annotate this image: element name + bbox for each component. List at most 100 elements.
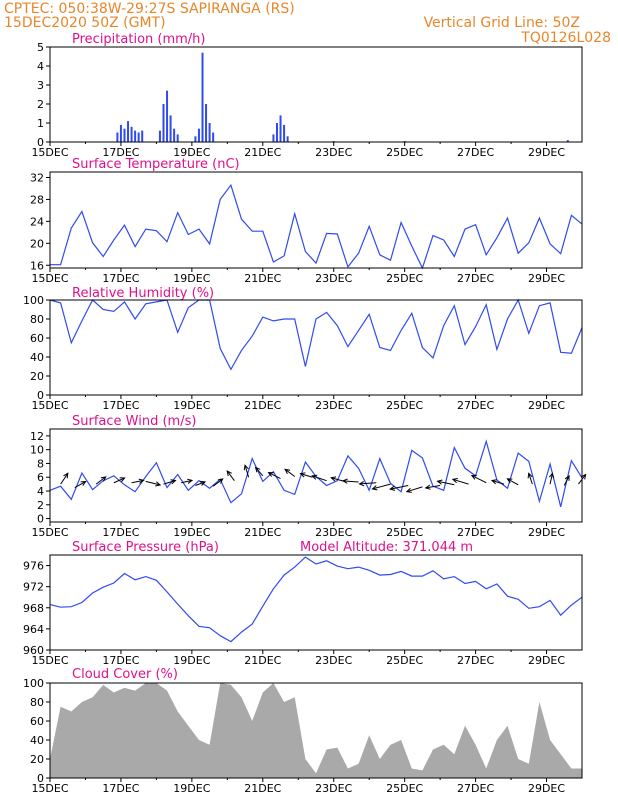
x-tick-label: 25DEC: [386, 782, 423, 795]
wind-arrow-head: [138, 478, 145, 484]
pressure-title: Surface Pressure (hPa): [72, 540, 219, 555]
wind-arrow-head: [199, 480, 207, 486]
y-tick-label: 24: [30, 215, 44, 228]
y-tick-label: 0: [37, 513, 44, 526]
precip-bar: [158, 130, 161, 142]
wind-arrow: [437, 480, 455, 486]
precip-bar: [286, 136, 289, 142]
wind-arrow-head: [284, 468, 291, 475]
y-tick-label: 80: [30, 313, 44, 326]
x-tick-label: 25DEC: [386, 399, 423, 412]
precip-bar: [275, 123, 278, 142]
y-tick-label: 32: [30, 171, 44, 184]
panel-2: 0 20 40 60 80 100 15DEC 17DEC 19DEC 21DEC 23DEC 25D…: [23, 294, 583, 412]
x-tick-label: 29DEC: [528, 272, 565, 285]
precip-bar: [141, 130, 144, 142]
x-tick-label: 15DEC: [31, 526, 68, 539]
y-tick-label: 6: [37, 471, 44, 484]
y-tick-label: 4: [37, 60, 44, 73]
x-tick-label: 17DEC: [102, 526, 139, 539]
wind-arrow: [342, 480, 359, 483]
wind-arrow: [563, 475, 570, 486]
x-tick-label: 23DEC: [315, 399, 352, 412]
y-tick-label: 16: [30, 259, 44, 272]
y-tick-label: 8: [37, 457, 44, 470]
wind-arrow-head: [490, 479, 497, 485]
precip-bar: [137, 132, 140, 142]
panel-0: 0 1 2 3 4 5 15DEC 17DEC 19DEC 21DEC 23DEC 25DEC 27DE…: [31, 41, 583, 159]
y-tick-label: 40: [30, 351, 44, 364]
header-model-code: TQ0126L028: [520, 30, 611, 46]
header-date: 15DEC2020 50Z (GMT): [4, 15, 166, 31]
wind-arrow-head: [405, 487, 412, 493]
y-tick-label: 12: [30, 430, 44, 443]
panel-1: 16 20 24 28 32 15DEC 17DEC 19DEC 21DEC 23DEC 25DEC…: [30, 171, 583, 285]
x-tick-label: 19DEC: [173, 146, 210, 159]
wind-arrow-head: [424, 484, 431, 490]
cloud-cover-title: Cloud Cover (%): [72, 667, 178, 682]
wind-title: Surface Wind (m/s): [72, 414, 196, 429]
wind-arrow-head: [371, 485, 378, 491]
cloud-area: [50, 683, 582, 778]
x-tick-label: 21DEC: [244, 272, 281, 285]
wind-arrow-head: [267, 472, 274, 477]
precip-bar: [212, 132, 215, 142]
precip-bar: [201, 52, 204, 143]
wind-arrow-head: [330, 476, 337, 482]
x-tick-label: 29DEC: [528, 782, 565, 795]
wind-arrow: [549, 473, 553, 485]
x-tick-label: 17DEC: [102, 399, 139, 412]
x-tick-label: 29DEC: [528, 526, 565, 539]
x-tick-label: 23DEC: [315, 146, 352, 159]
wind-arrow: [113, 477, 125, 484]
x-tick-label: 27DEC: [457, 272, 494, 285]
x-tick-label: 17DEC: [102, 146, 139, 159]
y-tick-label: 0: [37, 389, 44, 402]
plot-frame: [49, 171, 583, 269]
y-tick-label: 60: [30, 715, 44, 728]
y-tick-label: 100: [23, 677, 44, 690]
x-tick-label: 19DEC: [173, 272, 210, 285]
wind-arrow-head: [470, 475, 477, 480]
x-tick-label: 21DEC: [244, 526, 281, 539]
wind-arrow: [195, 481, 206, 486]
wind-arrow: [268, 472, 281, 480]
x-tick-label: 17DEC: [102, 654, 139, 667]
wind-arrow: [425, 484, 441, 489]
x-tick-label: 27DEC: [457, 654, 494, 667]
y-tick-label: 20: [30, 237, 44, 250]
x-tick-label: 21DEC: [244, 782, 281, 795]
wind-arrow: [406, 486, 423, 493]
series-line-2: [49, 298, 583, 371]
precip-bar: [566, 140, 569, 142]
wind-arrow-head: [299, 472, 306, 478]
y-tick-label: 80: [30, 696, 44, 709]
series-line-3: [49, 439, 583, 507]
wind-arrow-head: [100, 476, 107, 482]
precip-bar: [176, 134, 179, 142]
plot-frame: [49, 299, 583, 396]
panel-4: 960 964 968 972 976 15DEC 17DEC 19DEC 21DEC 23DEC…: [23, 554, 583, 667]
x-tick-label: 29DEC: [528, 654, 565, 667]
precip-bar: [272, 134, 275, 142]
y-tick-label: 5: [37, 41, 44, 54]
x-tick-label: 21DEC: [244, 654, 281, 667]
x-tick-label: 23DEC: [315, 654, 352, 667]
precip-bar: [283, 124, 286, 142]
x-tick-label: 15DEC: [31, 146, 68, 159]
precip-bar: [279, 115, 282, 142]
x-tick-label: 27DEC: [457, 526, 494, 539]
x-tick-label: 23DEC: [315, 526, 352, 539]
x-tick-label: 19DEC: [173, 782, 210, 795]
wind-arrow: [312, 475, 327, 482]
wind-arrow: [74, 481, 86, 488]
precip-bar: [127, 121, 130, 142]
wind-arrow: [372, 483, 391, 490]
wind-arrow: [163, 480, 176, 485]
y-tick-label: 964: [23, 623, 44, 636]
wind-arrow: [255, 467, 264, 477]
wind-arrow: [452, 478, 469, 485]
x-tick-label: 19DEC: [173, 526, 210, 539]
y-tick-label: 0: [37, 772, 44, 785]
